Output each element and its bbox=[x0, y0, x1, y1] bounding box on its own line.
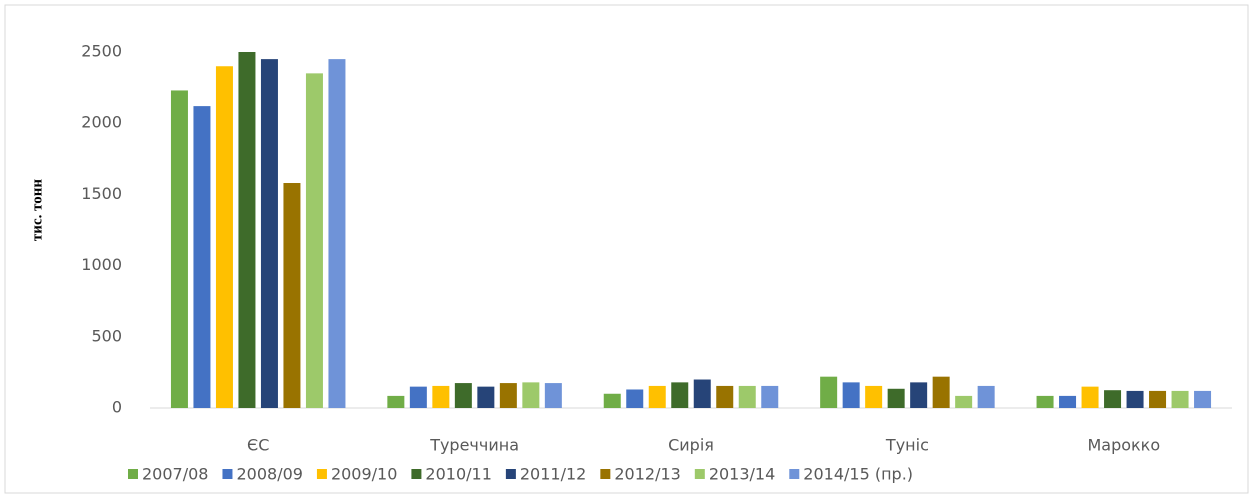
bar bbox=[820, 376, 838, 408]
legend-swatch bbox=[128, 469, 138, 479]
legend-swatch bbox=[600, 469, 611, 479]
bar bbox=[738, 385, 756, 408]
y-tick-label: 2000 bbox=[81, 113, 122, 132]
bar bbox=[1104, 390, 1122, 408]
legend-swatch bbox=[505, 469, 516, 479]
bar bbox=[865, 385, 883, 408]
bar bbox=[1126, 390, 1144, 408]
bar bbox=[1059, 395, 1077, 408]
bar bbox=[454, 383, 472, 408]
bar bbox=[1036, 395, 1054, 408]
bar bbox=[932, 376, 950, 408]
legend-swatch bbox=[789, 469, 800, 479]
x-tick-label: Туніс bbox=[885, 436, 929, 455]
x-tick-label: ЄС bbox=[247, 436, 269, 455]
bar bbox=[1194, 390, 1212, 408]
bar bbox=[716, 385, 734, 408]
bar bbox=[215, 66, 233, 409]
bar bbox=[693, 379, 711, 408]
bar bbox=[283, 183, 301, 408]
bar bbox=[1149, 390, 1167, 408]
bar bbox=[1081, 386, 1099, 408]
legend-label: 2007/08 bbox=[142, 465, 208, 484]
bar bbox=[648, 385, 666, 408]
legend-label: 2010/11 bbox=[425, 465, 491, 484]
bar bbox=[603, 393, 621, 408]
y-tick-label: 1500 bbox=[81, 184, 122, 203]
legend-swatch bbox=[694, 469, 705, 479]
y-tick-label: 0 bbox=[112, 398, 122, 417]
bar bbox=[671, 382, 689, 408]
legend-label: 2009/10 bbox=[331, 465, 397, 484]
bar bbox=[910, 382, 928, 408]
bar bbox=[260, 59, 278, 409]
bar bbox=[842, 382, 860, 408]
legend-label: 2013/14 bbox=[709, 465, 775, 484]
bar bbox=[761, 385, 779, 408]
x-tick-label: Сирія bbox=[668, 436, 714, 455]
bar bbox=[238, 52, 256, 408]
bar bbox=[1171, 390, 1189, 408]
legend-swatch bbox=[222, 469, 233, 479]
legend-label: 2008/09 bbox=[236, 465, 302, 484]
legend-swatch bbox=[316, 469, 327, 479]
bar bbox=[887, 388, 905, 408]
bar bbox=[522, 382, 540, 408]
bar bbox=[387, 395, 405, 408]
legend-swatch bbox=[411, 469, 422, 479]
bar bbox=[477, 386, 495, 408]
legend-label: 2014/15 (пр.) bbox=[803, 465, 913, 484]
bar bbox=[170, 90, 188, 408]
bar bbox=[193, 106, 211, 408]
bar bbox=[305, 73, 323, 409]
chart-border bbox=[4, 4, 1249, 494]
bar bbox=[626, 389, 644, 408]
x-tick-label: Марокко bbox=[1087, 436, 1160, 455]
legend-label: 2011/12 bbox=[520, 465, 586, 484]
x-tick-label: Туреччина bbox=[429, 436, 519, 455]
bar bbox=[328, 59, 346, 409]
y-tick-label: 1000 bbox=[81, 255, 122, 274]
bar bbox=[955, 395, 973, 408]
legend-label: 2012/13 bbox=[614, 465, 680, 484]
bar bbox=[409, 386, 427, 408]
y-tick-label: 500 bbox=[91, 326, 122, 345]
y-axis-label: тис. тонн bbox=[29, 179, 45, 241]
y-tick-label: 2500 bbox=[81, 42, 122, 61]
bar bbox=[977, 385, 995, 408]
bar bbox=[432, 385, 450, 408]
bar bbox=[544, 383, 562, 408]
bar bbox=[499, 383, 517, 408]
